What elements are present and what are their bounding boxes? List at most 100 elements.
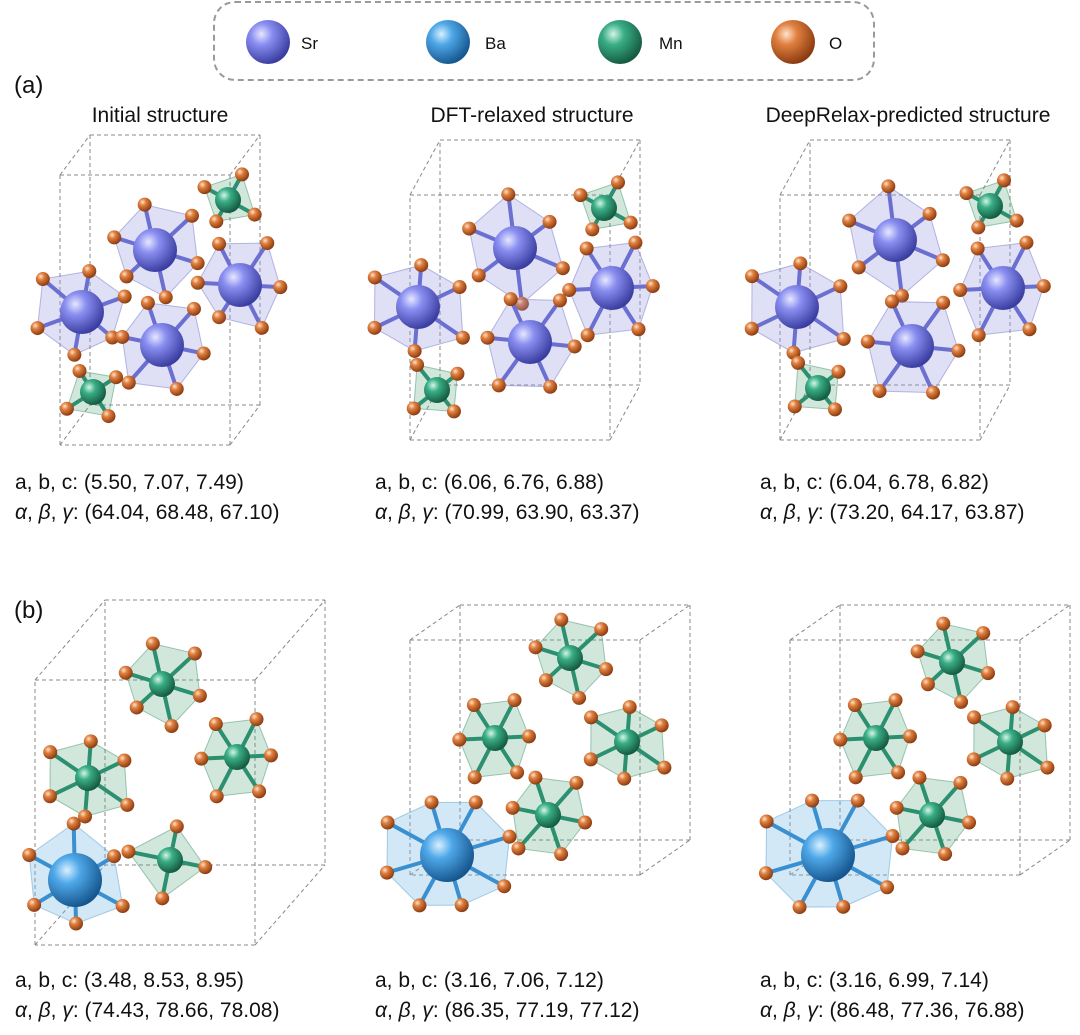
o-atom xyxy=(117,753,132,768)
mn-atom xyxy=(215,187,241,213)
o-atom xyxy=(208,717,223,732)
structure-b-1 xyxy=(22,599,326,946)
alpha-symbol: α xyxy=(15,999,27,1022)
o-atom xyxy=(787,399,802,414)
o-atom xyxy=(851,260,866,275)
unit-cell-edge xyxy=(254,599,326,681)
o-atom xyxy=(30,321,45,336)
o-atom xyxy=(938,847,953,862)
o-atom xyxy=(497,879,512,894)
o-atom xyxy=(502,829,517,844)
mn-atom xyxy=(80,379,106,405)
o-atom xyxy=(129,700,144,715)
angle-values: (73.20, 64.17, 63.87) xyxy=(829,501,1025,524)
sr-atom xyxy=(133,228,177,272)
mn-atom xyxy=(482,725,508,751)
mn-atom xyxy=(997,729,1023,755)
mn-atom xyxy=(424,377,450,403)
structures xyxy=(22,134,1071,946)
o-atom xyxy=(187,646,202,661)
sr-atom xyxy=(981,266,1025,310)
o-atom xyxy=(197,180,212,195)
o-atom xyxy=(511,841,526,856)
sr-atom xyxy=(493,226,537,270)
unit-cell-edge xyxy=(59,134,91,176)
o-atom xyxy=(467,770,482,785)
o-atom xyxy=(594,622,609,637)
o-atom xyxy=(1000,771,1015,786)
sep: , xyxy=(795,999,808,1022)
o-atom xyxy=(580,328,595,343)
o-atom xyxy=(510,765,525,780)
o-atom xyxy=(980,666,995,681)
o-atom xyxy=(872,384,887,399)
mn-atom xyxy=(535,802,561,828)
o-atom xyxy=(184,208,199,223)
angle-values: (64.04, 68.48, 67.10) xyxy=(84,501,280,524)
o-atom xyxy=(452,732,467,747)
unit-cell-edge xyxy=(609,384,641,441)
angle-values: (86.48, 77.36, 76.88) xyxy=(829,999,1025,1022)
structure-b-2 xyxy=(379,604,691,913)
o-atom xyxy=(971,220,986,235)
o-atom xyxy=(468,795,483,810)
o-atom xyxy=(43,745,58,760)
o-atom xyxy=(902,729,917,744)
o-atom xyxy=(169,381,184,396)
o-atom xyxy=(192,688,207,703)
sep: , xyxy=(771,999,784,1022)
lattice-params-a-dft: a, b, c: (6.06, 6.76, 6.88) α, β, γ: (70… xyxy=(375,468,639,528)
o-atom xyxy=(367,320,382,335)
legend-sphere-mn xyxy=(598,20,642,64)
o-atom xyxy=(158,290,173,305)
abc-values: (6.04, 6.78, 6.82) xyxy=(828,471,989,494)
o-atom xyxy=(538,673,553,688)
o-atom xyxy=(466,698,481,713)
mn-atom xyxy=(863,725,889,751)
beta-symbol: β xyxy=(398,999,411,1022)
ba-atom xyxy=(48,853,102,907)
o-atom xyxy=(971,328,986,343)
o-atom xyxy=(72,363,87,378)
o-atom xyxy=(860,334,875,349)
abc-prefix: a, b, c: xyxy=(15,471,84,494)
unit-cell-edge xyxy=(639,604,691,641)
abc-prefix: a, b, c: xyxy=(375,969,444,992)
lattice-params-b-initial: a, b, c: (3.48, 8.53, 8.95) α, β, γ: (74… xyxy=(15,966,279,1026)
o-atom xyxy=(209,214,224,229)
legend-sphere-o xyxy=(771,20,815,64)
structure-a-3 xyxy=(744,139,1051,441)
o-atom xyxy=(446,404,461,419)
unit-cell-edge xyxy=(409,139,441,196)
unit-cell-edge xyxy=(229,404,261,446)
o-atom xyxy=(552,293,567,308)
o-atom xyxy=(617,771,632,786)
sep: , xyxy=(795,501,808,524)
panel-label-a: (a) xyxy=(14,72,44,99)
mn-atom xyxy=(939,649,965,675)
title-initial-structure: Initial structure xyxy=(91,104,229,127)
o-atom xyxy=(117,289,132,304)
o-atom xyxy=(888,693,903,708)
unit-cell-edge xyxy=(779,139,811,196)
ba-atom xyxy=(420,828,474,882)
mn-atom xyxy=(224,744,250,770)
unit-cell-edge xyxy=(639,839,691,876)
o-atom xyxy=(528,640,543,655)
o-atom xyxy=(833,732,848,747)
unit-cell-edge xyxy=(789,604,841,641)
o-atom xyxy=(209,789,224,804)
o-atom xyxy=(543,379,558,394)
sr-atom xyxy=(140,323,184,367)
o-atom xyxy=(263,748,278,763)
o-atom xyxy=(847,698,862,713)
o-atom xyxy=(1040,760,1055,775)
o-atom xyxy=(169,819,184,834)
o-atom xyxy=(926,385,941,400)
o-atom xyxy=(792,900,807,915)
o-atom xyxy=(758,866,773,881)
o-atom xyxy=(1036,279,1051,294)
legend-spheres xyxy=(246,20,815,64)
o-atom xyxy=(410,357,425,372)
o-atom xyxy=(562,283,577,298)
